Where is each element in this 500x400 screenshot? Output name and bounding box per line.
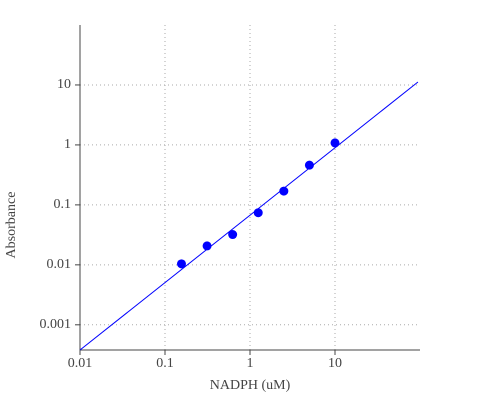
data-point [202,241,212,251]
x-tick-label: 10 [328,356,342,371]
x-axis-label: NADPH (uM) [210,378,291,393]
fit-line [79,81,419,351]
x-tick-label: 1 [247,356,254,371]
y-tick-label: 1 [64,137,71,152]
data-point [176,259,186,269]
data-point [279,186,289,196]
y-tick-label: 0.01 [47,257,72,272]
y-axis-label: Absorbance [4,192,19,259]
y-tick-label: 10 [57,77,71,92]
x-tick-label: 0.01 [68,356,93,371]
data-point [253,208,263,218]
y-tick-label: 0.1 [54,197,72,212]
x-tick-label: 0.1 [156,356,174,371]
data-point [228,230,238,240]
data-point [330,138,340,148]
y-tick-label: 0.001 [40,317,72,332]
data-point [304,160,314,170]
